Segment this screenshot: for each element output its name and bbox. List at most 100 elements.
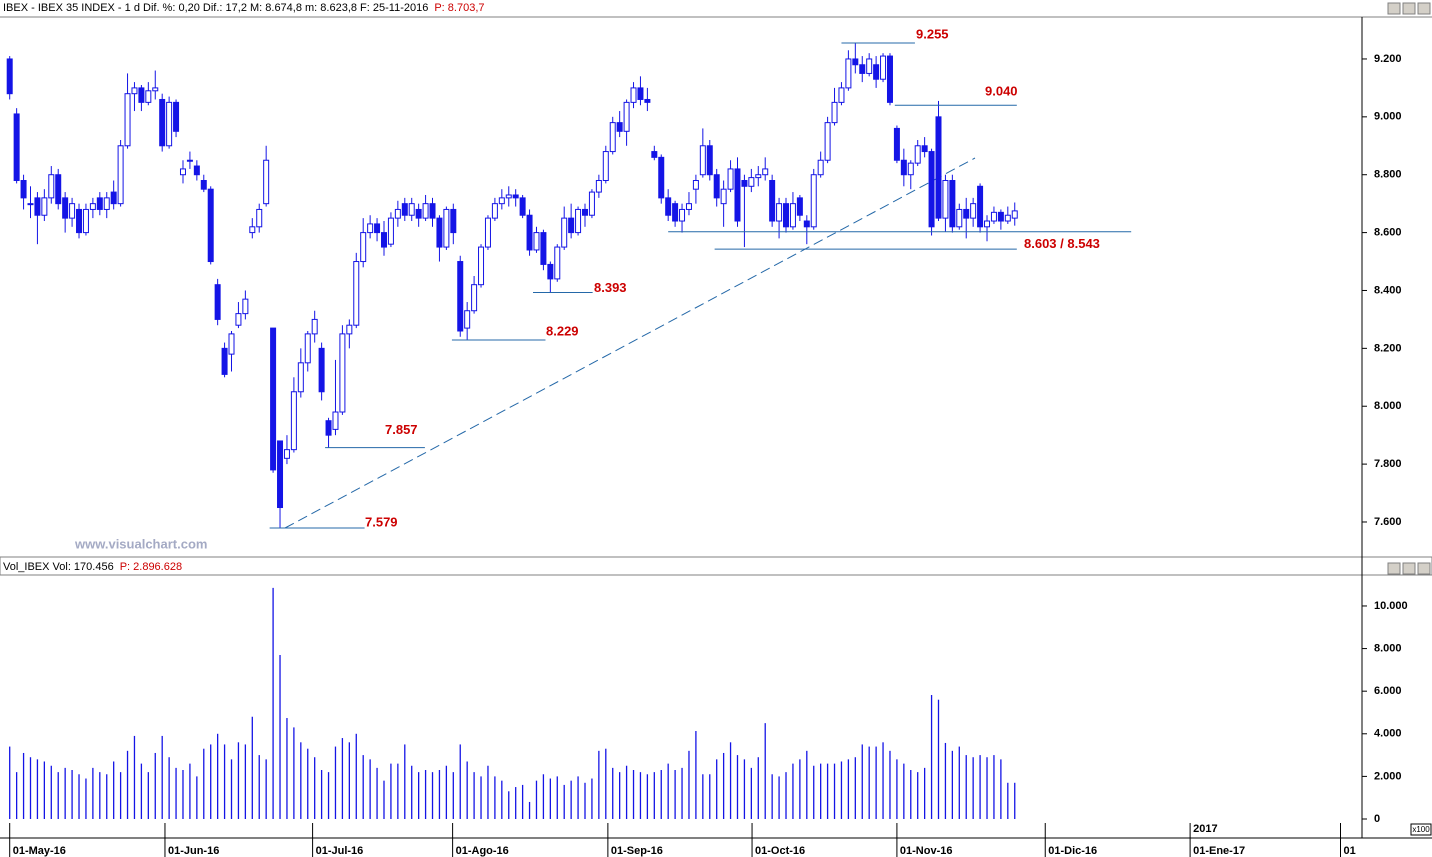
candle-body <box>1004 214 1011 222</box>
candle-body <box>755 174 762 179</box>
candle-body <box>595 180 602 193</box>
candle-body <box>491 203 498 219</box>
y-tick-label: 8.000 <box>1374 400 1402 412</box>
volume-title: Vol_IBEX Vol: 170.456 P: 2.896.628 <box>3 561 182 573</box>
candle-body <box>907 162 914 176</box>
candle-body <box>512 194 519 199</box>
candle-body <box>235 313 242 326</box>
candle-body <box>838 87 845 103</box>
candle-body <box>935 116 942 219</box>
window-buttons[interactable] <box>1387 2 1431 575</box>
candle-body <box>436 217 443 248</box>
candle-body <box>498 197 505 205</box>
candle-body <box>408 203 415 216</box>
maximize-button[interactable] <box>1402 2 1416 15</box>
candle-body <box>956 208 963 228</box>
candle-body <box>727 168 734 190</box>
candle-body <box>450 208 457 234</box>
close-button[interactable] <box>1417 562 1431 575</box>
y-tick-label: 8.000 <box>1374 642 1402 654</box>
level-label: 9.040 <box>985 84 1018 99</box>
candle-body <box>713 174 720 199</box>
candle-body <box>290 391 297 451</box>
candle-body <box>942 180 949 219</box>
candle-body <box>547 263 554 280</box>
level-label: 8.393 <box>594 280 627 295</box>
candle-body <box>526 214 533 251</box>
candle-body <box>478 246 485 286</box>
candle-body <box>630 87 637 103</box>
candle-body <box>374 223 381 234</box>
candle-body <box>415 208 422 219</box>
candle-body <box>623 101 630 132</box>
title-text: IBEX - IBEX 35 INDEX - 1 d Dif. %: 0,20 … <box>3 2 428 14</box>
minimize-button[interactable] <box>1387 562 1401 575</box>
candle-body <box>484 217 491 248</box>
close-button[interactable] <box>1417 2 1431 15</box>
candle-body <box>921 145 928 153</box>
x-tick-label: 01-May-16 <box>13 845 66 857</box>
candle-body <box>311 318 318 335</box>
x-tick-label: 01-Ene-17 <box>1193 845 1245 857</box>
candle-body <box>783 203 790 228</box>
candle-body <box>706 145 713 176</box>
x-tick-label: 01 <box>1344 845 1356 857</box>
candle-body <box>96 197 103 210</box>
y-tick-label: 2.000 <box>1374 770 1402 782</box>
candle-body <box>471 284 478 312</box>
candle-body <box>519 197 526 216</box>
y-tick-label: 9.000 <box>1374 111 1402 123</box>
candle-body <box>886 55 893 103</box>
candle-body <box>124 93 131 147</box>
candle-body <box>325 420 332 436</box>
x-tick-label: 01-Ago-16 <box>456 845 509 857</box>
candle-body <box>602 151 609 182</box>
unit-box <box>1410 823 1432 836</box>
candle-body <box>824 122 831 161</box>
price-title: IBEX - IBEX 35 INDEX - 1 d Dif. %: 0,20 … <box>3 2 485 14</box>
candle-body <box>179 168 186 176</box>
title-text: Vol_IBEX Vol: 170.456 <box>3 561 114 573</box>
x-tick-label: 01-Sep-16 <box>611 845 663 857</box>
y-tick-label: 7.600 <box>1374 516 1402 528</box>
level-label: 7.857 <box>385 422 418 437</box>
unit-label: x100 <box>1412 825 1430 834</box>
candle-body <box>796 197 803 216</box>
candle-body <box>6 58 13 95</box>
candle-body <box>443 208 450 248</box>
candle-body <box>387 217 394 245</box>
candle-body <box>637 87 644 100</box>
candle-body <box>152 87 159 92</box>
minimize-button[interactable] <box>1387 2 1401 15</box>
candle-body <box>103 197 110 210</box>
candle-body <box>651 151 658 158</box>
candle-body <box>380 232 387 248</box>
maximize-button[interactable] <box>1402 562 1416 575</box>
candle-body <box>817 159 824 176</box>
candle-body <box>554 246 561 280</box>
candle-body <box>561 217 568 248</box>
candle-body <box>13 113 20 182</box>
candle-body <box>900 159 907 176</box>
candle-body <box>82 208 89 234</box>
candle-body <box>533 232 540 251</box>
candle-body <box>810 174 817 228</box>
candle-body <box>173 101 180 132</box>
candle-body <box>138 87 145 103</box>
candle-body <box>145 90 152 103</box>
candle-body <box>48 174 55 199</box>
candle-body <box>540 232 547 265</box>
candle-body <box>457 261 464 332</box>
candle-body <box>741 180 748 187</box>
candle-body <box>76 208 83 234</box>
candle-body <box>990 211 997 222</box>
candle-body <box>970 203 977 219</box>
y-tick-label: 10.000 <box>1374 600 1408 612</box>
candle-body <box>588 191 595 216</box>
candle-body <box>692 180 699 190</box>
candle-body <box>928 151 935 228</box>
candle-body <box>609 122 616 153</box>
